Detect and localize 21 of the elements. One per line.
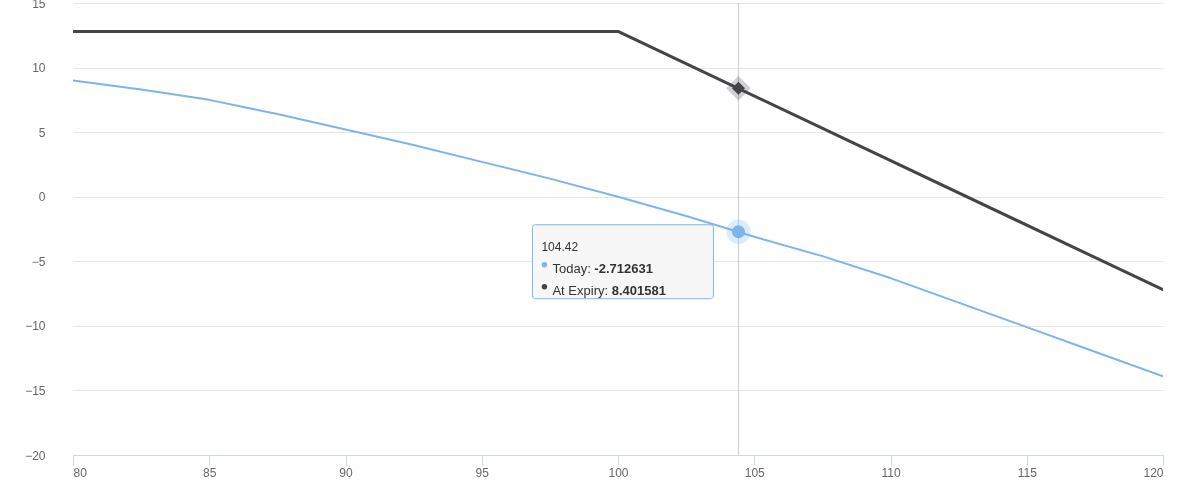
y-tick-label: 15 [32, 0, 46, 11]
x-tick-label: 90 [339, 465, 353, 480]
annotation: At Expiry: 8.401581 [552, 282, 666, 298]
x-tick-label: 115 [1017, 465, 1038, 480]
y-tick-label: −10 [25, 319, 46, 334]
x-tick-label: 100 [608, 465, 629, 480]
x-tick-label: 95 [475, 465, 490, 480]
x-tick-label: 120 [1143, 465, 1164, 480]
y-tick-label: −15 [25, 383, 46, 398]
y-tick-label: 5 [38, 125, 46, 140]
y-tick-label: −20 [25, 448, 46, 463]
x-tick-label: 80 [73, 465, 88, 480]
y-tick-label: 10 [32, 61, 46, 76]
annotation: Today: -2.712631 [552, 260, 653, 276]
annotation: 104.42 [541, 239, 579, 254]
x-tick-label: 105 [744, 465, 766, 480]
line-series [73, 79, 1163, 378]
x-tick-label: 85 [203, 465, 217, 480]
y-tick-label: −5 [31, 254, 46, 269]
y-tick-label: 0 [38, 190, 46, 205]
x-tick-label: 110 [881, 465, 901, 480]
